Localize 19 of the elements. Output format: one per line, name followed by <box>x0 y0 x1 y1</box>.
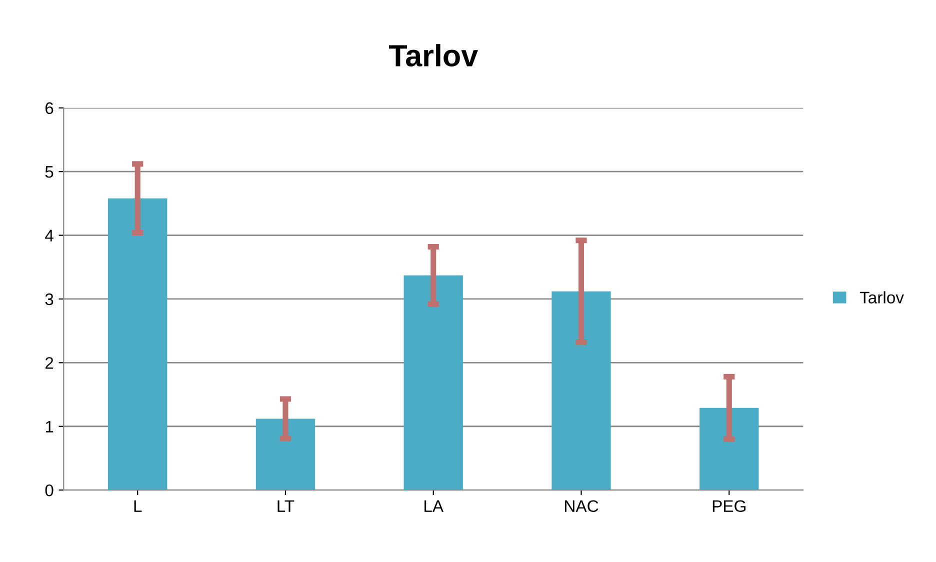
y-tick-label: 3 <box>45 293 54 306</box>
bar <box>256 418 316 490</box>
y-tick-label: 5 <box>45 166 54 178</box>
bar <box>552 291 611 490</box>
y-tick-label: 1 <box>46 420 54 432</box>
bar <box>404 275 463 490</box>
bar <box>700 408 759 490</box>
x-tick-label: LT <box>278 500 294 512</box>
y-tick-label: 6 <box>46 102 54 114</box>
bar <box>108 198 168 490</box>
x-tick-label: LA <box>424 500 444 512</box>
legend-label: Tarlov <box>860 291 904 304</box>
y-tick-label: 4 <box>45 230 54 242</box>
x-tick-label: NAC <box>565 500 598 512</box>
y-tick-label: 2 <box>45 357 54 369</box>
chart-title: Tarlov <box>388 44 478 67</box>
x-tick-label: L <box>134 500 142 512</box>
x-tick-label: PEG <box>712 500 746 512</box>
y-tick-label: 0 <box>45 484 54 496</box>
